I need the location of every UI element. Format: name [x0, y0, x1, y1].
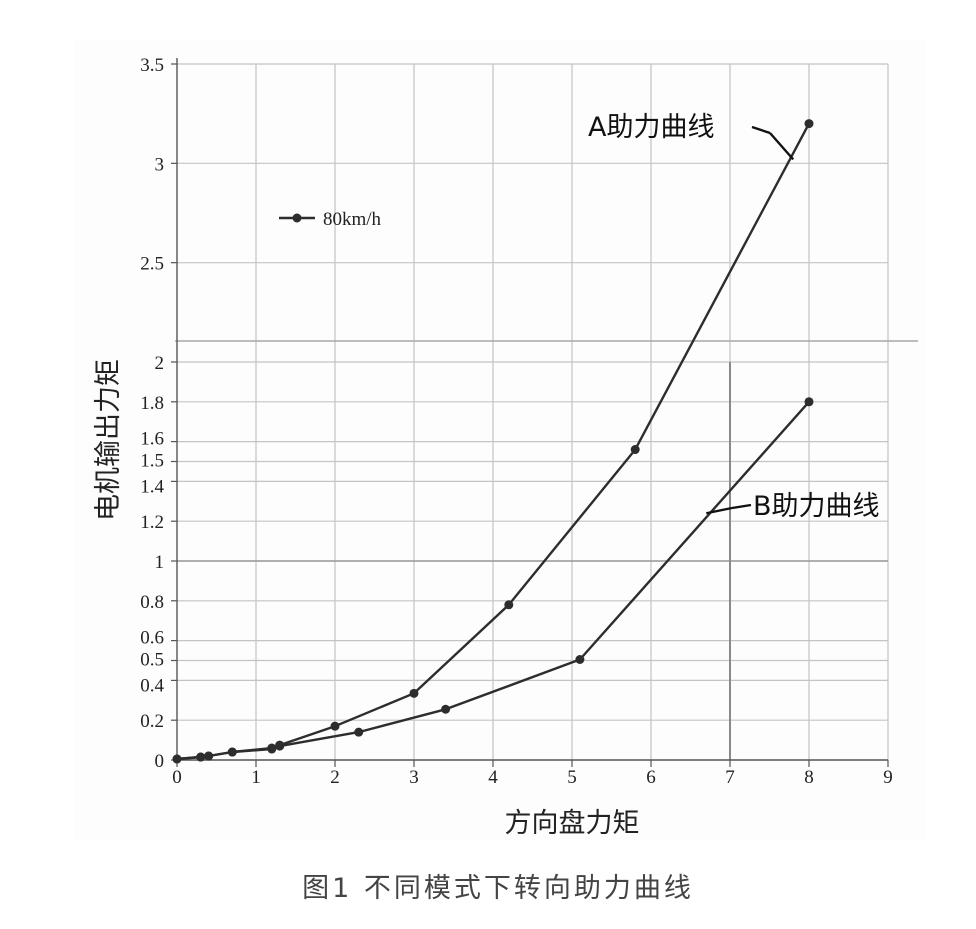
- annotation-b-label: B助力曲线: [753, 491, 880, 522]
- legend: 80km/h: [279, 209, 382, 230]
- y-tick-label: 3: [155, 154, 165, 175]
- x-tick-label: 9: [883, 767, 893, 788]
- x-tick-label: 5: [567, 767, 577, 788]
- x-tick-label: 4: [488, 767, 498, 788]
- y-tick-label: 1.4: [140, 476, 164, 497]
- x-tick-label: 3: [409, 767, 419, 788]
- data-point-a: [630, 445, 640, 455]
- y-tick-label: 1.6: [140, 429, 164, 450]
- data-series: [172, 119, 814, 764]
- y-tick-label: 0.4: [140, 675, 164, 696]
- y-axis-title: 电机输出力矩: [93, 359, 124, 521]
- data-point-b: [267, 744, 277, 754]
- data-point-b: [275, 741, 285, 751]
- data-point-a: [504, 600, 514, 610]
- data-point-a: [804, 119, 814, 129]
- annotation-a-leader: [751, 125, 771, 135]
- data-point-b: [441, 704, 451, 714]
- y-tick-labels: 0 0.2 0.4 0.50.6 0.8 1 1.2 1.4 1.51.6 1.8 2 2.5 3 3.5: [140, 55, 164, 772]
- data-point-b: [204, 751, 214, 761]
- y-tick-label: 2.5: [140, 254, 164, 275]
- data-point-b: [227, 747, 237, 757]
- y-tick-label: 3.5: [140, 55, 164, 76]
- x-tick-labels: 0 1 2 3 4 5 6 7 8 9: [172, 767, 893, 788]
- x-tick-label: 2: [330, 767, 340, 788]
- y-tick-label: 1.8: [140, 393, 164, 414]
- y-tick-label: 1: [155, 552, 165, 573]
- annotation-b-leader: [731, 503, 752, 510]
- y-tick-label: 0.5: [140, 650, 164, 671]
- x-tick-label: 0: [172, 767, 182, 788]
- y-tick-label: 0.2: [140, 711, 164, 732]
- annotations: A助力曲线 B助力曲线: [588, 112, 880, 522]
- legend-marker: [292, 213, 302, 223]
- x-tick-label: 7: [725, 767, 735, 788]
- annotation-a-label: A助力曲线: [588, 112, 714, 143]
- y-tick-label: 0: [155, 751, 165, 772]
- legend-label: 80km/h: [323, 209, 382, 230]
- axes: [171, 58, 889, 767]
- data-point-a: [409, 688, 419, 698]
- y-tick-label: 1.2: [140, 512, 164, 533]
- y-tick-label: 0.6: [140, 628, 164, 649]
- y-tick-label: 1.5: [140, 451, 164, 472]
- x-tick-label: 8: [804, 767, 814, 788]
- x-tick-label: 1: [251, 767, 261, 788]
- y-tick-label: 2: [155, 353, 165, 374]
- y-tick-label: 0.8: [140, 592, 164, 613]
- annotation-b-leader: [706, 506, 733, 515]
- annotation-a-leader: [769, 132, 795, 161]
- data-point-a: [330, 721, 340, 731]
- data-point-b: [575, 655, 585, 665]
- figure-caption: 图1 不同模式下转向助力曲线: [302, 873, 694, 904]
- x-tick-label: 6: [646, 767, 656, 788]
- x-axis-title: 方向盘力矩: [505, 808, 640, 839]
- grid-lines: [175, 63, 918, 760]
- data-point-b: [172, 754, 182, 764]
- data-point-b: [354, 727, 364, 737]
- data-point-b: [196, 752, 206, 762]
- data-point-b: [804, 397, 814, 407]
